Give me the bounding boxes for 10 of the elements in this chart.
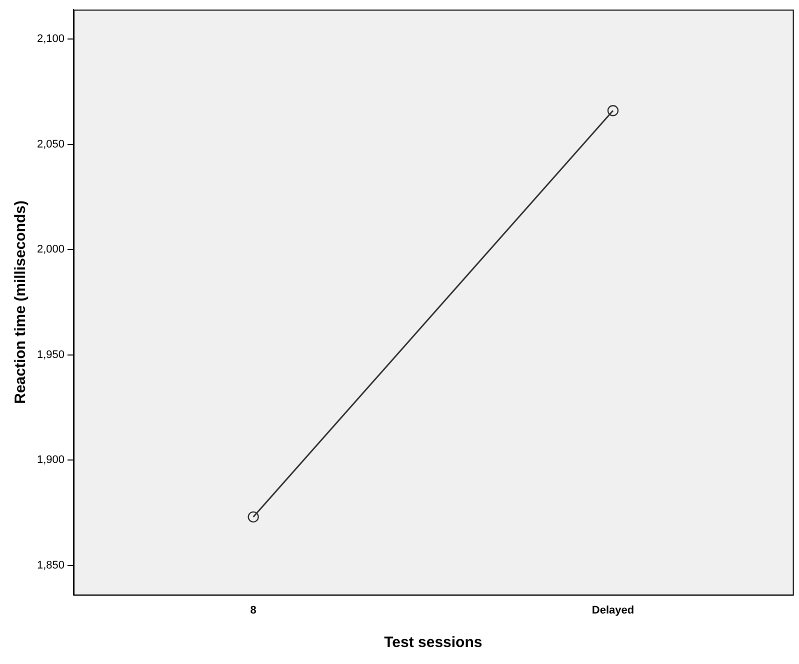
- y-tick-label: 1,950: [36, 348, 65, 361]
- y-tick-label: 2,050: [36, 138, 65, 150]
- y-axis-title: Reaction time (milliseconds): [12, 200, 30, 404]
- y-tick-label: 2,100: [36, 33, 65, 46]
- x-axis-title: Test sessions: [384, 634, 482, 652]
- x-tick-label: Delayed: [592, 604, 634, 616]
- y-tick-label: 2,000: [36, 244, 65, 256]
- y-tick-label: 1,850: [36, 559, 65, 572]
- y-tick-label: 1,900: [36, 454, 65, 466]
- x-tick-label: 8: [250, 604, 256, 616]
